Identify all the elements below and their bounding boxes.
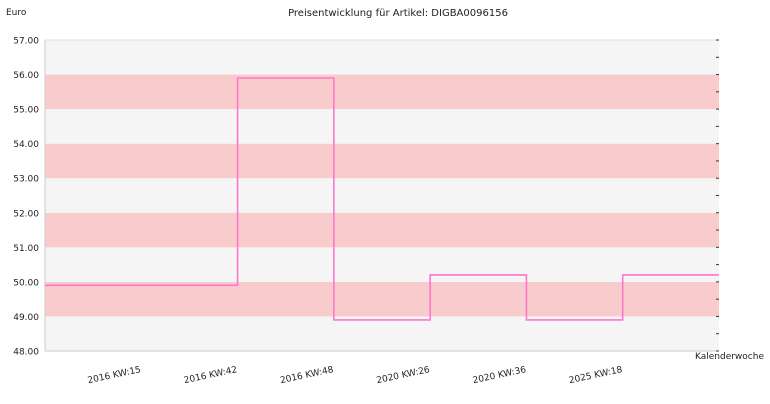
y-axis-label: Euro <box>6 8 27 18</box>
y-axis-ticks: 48.00 49.00 50.00 51.00 52.00 53.00 54.00 55.00… <box>13 37 719 358</box>
x-tick-label: 2016 KW:48 <box>279 365 334 386</box>
plot-frame <box>44 39 719 352</box>
x-axis-ticks: 2016 KW:15 2016 KW:42 2016 KW:48 2020 KW:26… <box>87 365 624 386</box>
y-tick-label: 50.00 <box>13 278 39 288</box>
y-tick-label: 53.00 <box>13 175 39 185</box>
x-tick-label: 2020 KW:36 <box>472 365 527 386</box>
plot-bands <box>45 40 719 351</box>
y-tick-label: 49.00 <box>13 313 39 323</box>
price-step-line <box>45 77 719 321</box>
x-tick-label: 2016 KW:15 <box>87 365 142 386</box>
plot-band <box>45 281 719 317</box>
x-tick-label: 2025 KW:18 <box>568 365 623 386</box>
y-tick-label: 56.00 <box>13 71 39 81</box>
chart-title: Preisentwicklung für Artikel: DIGBA00961… <box>288 8 508 19</box>
y-tick-label: 52.00 <box>13 209 39 219</box>
plot-band <box>45 247 719 282</box>
plot-band <box>45 109 719 144</box>
x-tick-label: 2020 KW:26 <box>376 365 431 386</box>
plot-band <box>45 40 719 75</box>
plot-band <box>45 178 719 213</box>
plot-band <box>45 143 719 179</box>
plot-band <box>45 316 719 351</box>
x-tick-label: 2016 KW:42 <box>183 365 238 386</box>
plot-band <box>45 74 719 110</box>
y-tick-label: 54.00 <box>13 140 39 150</box>
y-tick-label: 55.00 <box>13 106 39 116</box>
y-tick-label: 51.00 <box>13 244 39 254</box>
x-axis-label: Kalenderwoche <box>695 352 764 362</box>
series-group <box>45 77 719 321</box>
y-tick-label: 57.00 <box>13 37 39 47</box>
plot-band <box>45 212 719 248</box>
y-tick-label: 48.00 <box>13 348 39 358</box>
